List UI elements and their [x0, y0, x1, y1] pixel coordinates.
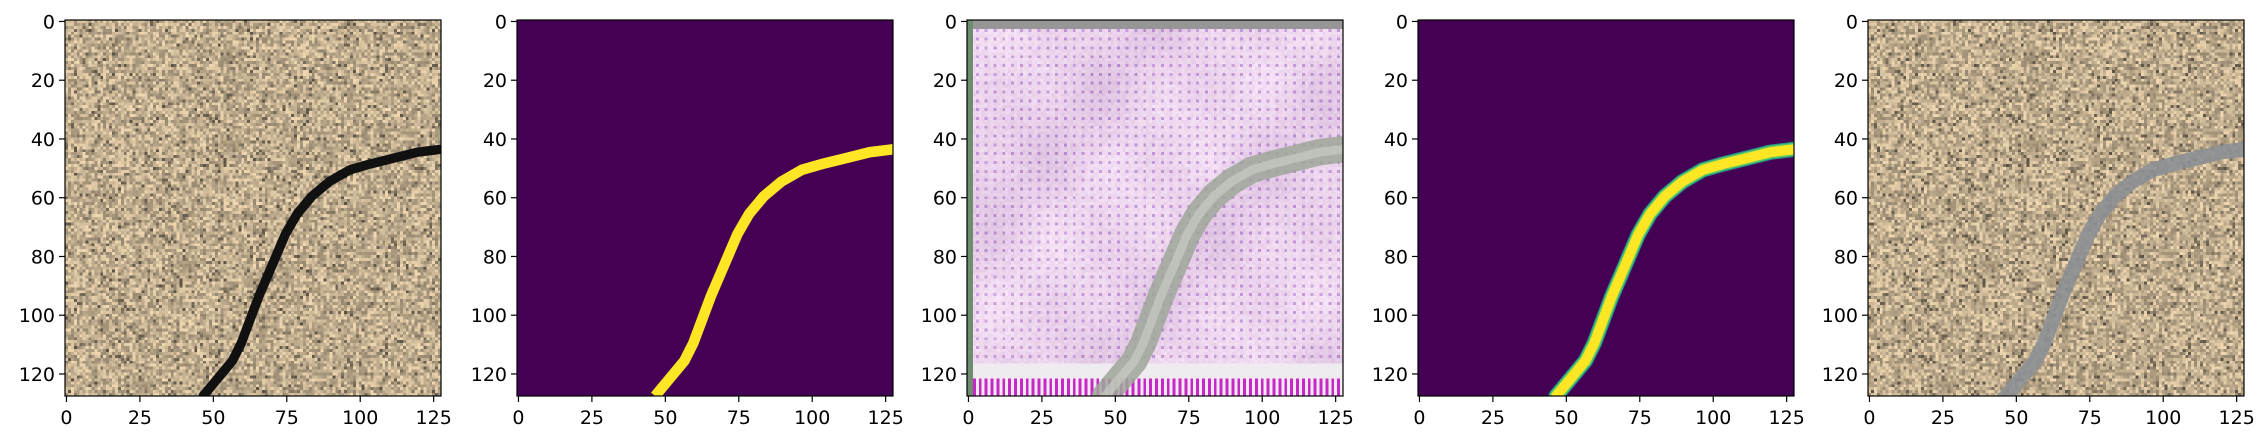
- y-tick-label: 20: [31, 70, 55, 92]
- x-tick-label: 25: [128, 407, 152, 429]
- y-tick-label: 0: [1396, 11, 1408, 33]
- y-tick-label: 0: [1846, 11, 1858, 33]
- x-tick-label: 50: [2004, 407, 2028, 429]
- x-tick-label: 0: [512, 407, 524, 429]
- x-tick-label: 50: [1103, 407, 1127, 429]
- y-tick-label: 120: [19, 364, 55, 386]
- x-tick-label: 125: [1769, 407, 1805, 429]
- y-tick-label: 40: [1834, 129, 1858, 151]
- crack-line: [198, 144, 441, 396]
- y-tick-label: 40: [31, 129, 55, 151]
- panel-ground-truth-mask: 0 25 50 75 100 125 0 20 40 60 80 100 120: [471, 11, 904, 429]
- panel-image: [1418, 20, 1794, 396]
- panel-image: [65, 20, 441, 396]
- x-tick-label: 100: [2145, 407, 2181, 429]
- y-tick-label: 60: [1834, 188, 1858, 210]
- x-tick-label: 100: [794, 407, 830, 429]
- y-tick-label: 120: [471, 364, 507, 386]
- x-tick-label: 50: [201, 407, 225, 429]
- x-tick-label: 25: [1030, 407, 1054, 429]
- mask-background: [517, 20, 893, 396]
- x-tick-label: 75: [275, 407, 299, 429]
- x-tick-label: 0: [60, 407, 72, 429]
- y-tick-label: 100: [1822, 305, 1858, 327]
- y-tick-label: 0: [945, 11, 957, 33]
- reconstructed-crack-core: [1100, 144, 1343, 396]
- axes-frame: [1417, 19, 1795, 397]
- y-tick-label: 100: [471, 305, 507, 327]
- panel-overlay: 0 25 50 75 100 125 0 20 40 60 80 100 120: [1822, 11, 2255, 429]
- x-tick-label: 0: [962, 407, 974, 429]
- x-tick-label: 75: [1177, 407, 1201, 429]
- x-tick-label: 125: [1318, 407, 1354, 429]
- y-tick-label: 20: [483, 70, 507, 92]
- y-tick-label: 60: [31, 188, 55, 210]
- mask-crack: [651, 144, 893, 396]
- x-tick-label: 100: [1244, 407, 1280, 429]
- y-tick-label: 40: [483, 129, 507, 151]
- panel-image: [1868, 20, 2244, 396]
- x-tick-label: 75: [1628, 407, 1652, 429]
- y-tick-label: 40: [1384, 129, 1408, 151]
- mask-crack: [1551, 144, 1794, 396]
- y-tick-label: 20: [1834, 70, 1858, 92]
- x-tick-label: 75: [727, 407, 751, 429]
- x-tick-label: 0: [1863, 407, 1875, 429]
- panel-reconstruction: 0 25 50 75 100 125 0 20 40 60 80 100 120: [921, 11, 1354, 429]
- x-tick-label: 50: [653, 407, 677, 429]
- y-tick-label: 120: [1822, 364, 1858, 386]
- panel-image: [967, 20, 1343, 396]
- x-tick-label: 25: [580, 407, 604, 429]
- overlay-crack: [1998, 141, 2244, 396]
- x-tick-label: 25: [1481, 407, 1505, 429]
- x-tick-label: 75: [2078, 407, 2102, 429]
- x-tick-label: 125: [416, 407, 452, 429]
- y-tick-label: 40: [933, 129, 957, 151]
- panel-input-image: 0 25 50 75 100 125 0 20 40 60 80 100 120: [19, 11, 452, 429]
- x-tick-label: 125: [2219, 407, 2255, 429]
- x-tick-label: 25: [1931, 407, 1955, 429]
- x-tick-label: 50: [1554, 407, 1578, 429]
- x-tick-label: 100: [342, 407, 378, 429]
- y-tick-label: 120: [921, 364, 957, 386]
- y-tick-label: 80: [933, 246, 957, 268]
- y-tick-label: 60: [483, 188, 507, 210]
- axes-frame: [64, 19, 442, 397]
- x-tick-label: 0: [1413, 407, 1425, 429]
- axes-frame: [516, 19, 894, 397]
- y-tick-label: 80: [1834, 246, 1858, 268]
- y-tick-label: 100: [921, 305, 957, 327]
- sand-texture: [1868, 20, 2244, 396]
- panel-image: [517, 20, 893, 396]
- panel-predicted-mask: 0 25 50 75 100 125 0 20 40 60 80 100 120: [1372, 11, 1805, 429]
- y-tick-label: 20: [1384, 70, 1408, 92]
- y-tick-label: 0: [43, 11, 55, 33]
- sand-texture: [65, 20, 441, 396]
- y-tick-label: 20: [933, 70, 957, 92]
- axes-frame: [1867, 19, 2245, 397]
- x-tick-label: 100: [1695, 407, 1731, 429]
- y-tick-label: 60: [1384, 188, 1408, 210]
- y-tick-label: 0: [495, 11, 507, 33]
- y-tick-label: 80: [483, 246, 507, 268]
- y-tick-label: 60: [933, 188, 957, 210]
- y-tick-label: 100: [1372, 305, 1408, 327]
- y-tick-label: 80: [31, 246, 55, 268]
- mask-background: [1418, 20, 1794, 396]
- y-tick-label: 120: [1372, 364, 1408, 386]
- y-tick-label: 80: [1384, 246, 1408, 268]
- y-tick-label: 100: [19, 305, 55, 327]
- axes-frame: [966, 19, 1344, 397]
- x-tick-label: 125: [868, 407, 904, 429]
